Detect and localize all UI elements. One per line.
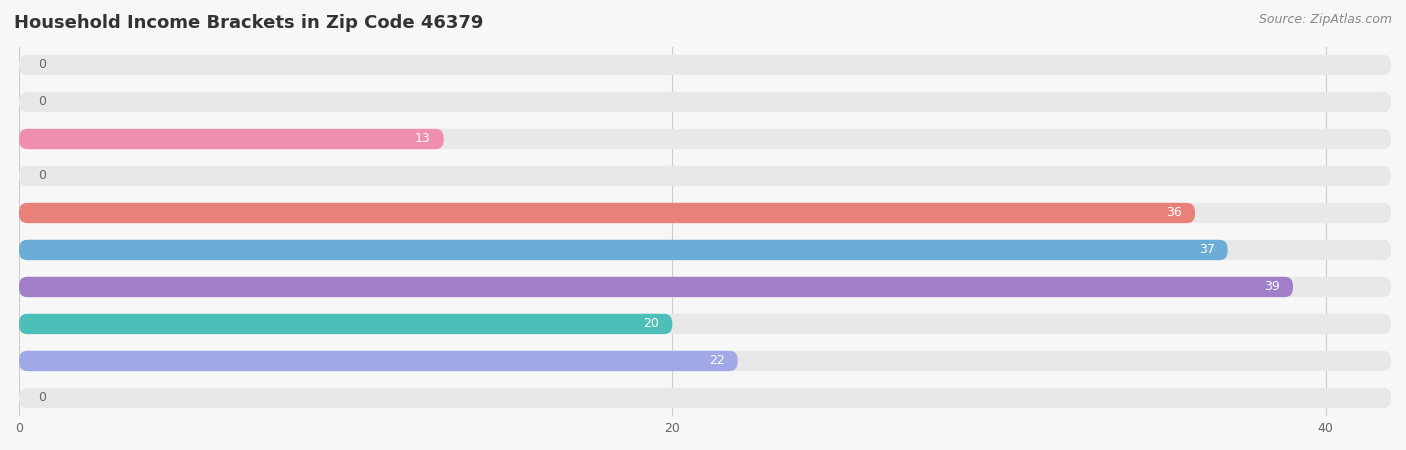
- Text: Source: ZipAtlas.com: Source: ZipAtlas.com: [1258, 14, 1392, 27]
- FancyBboxPatch shape: [20, 166, 1391, 186]
- Text: 39: 39: [1264, 280, 1279, 293]
- Text: 0: 0: [38, 58, 46, 72]
- FancyBboxPatch shape: [20, 351, 738, 371]
- Text: 0: 0: [38, 170, 46, 183]
- Text: 13: 13: [415, 132, 430, 145]
- Text: 22: 22: [709, 355, 724, 368]
- FancyBboxPatch shape: [20, 388, 1391, 408]
- Text: 36: 36: [1166, 207, 1182, 220]
- Text: 0: 0: [38, 95, 46, 108]
- FancyBboxPatch shape: [20, 129, 444, 149]
- FancyBboxPatch shape: [20, 203, 1391, 223]
- FancyBboxPatch shape: [20, 277, 1391, 297]
- FancyBboxPatch shape: [20, 277, 1294, 297]
- FancyBboxPatch shape: [20, 240, 1391, 260]
- Text: 0: 0: [38, 392, 46, 405]
- Text: 20: 20: [644, 317, 659, 330]
- Text: 37: 37: [1199, 243, 1215, 256]
- FancyBboxPatch shape: [20, 203, 1195, 223]
- FancyBboxPatch shape: [20, 351, 1391, 371]
- FancyBboxPatch shape: [20, 314, 1391, 334]
- FancyBboxPatch shape: [20, 314, 672, 334]
- FancyBboxPatch shape: [20, 92, 1391, 112]
- FancyBboxPatch shape: [20, 129, 1391, 149]
- FancyBboxPatch shape: [20, 55, 1391, 75]
- FancyBboxPatch shape: [20, 240, 1227, 260]
- Text: Household Income Brackets in Zip Code 46379: Household Income Brackets in Zip Code 46…: [14, 14, 484, 32]
